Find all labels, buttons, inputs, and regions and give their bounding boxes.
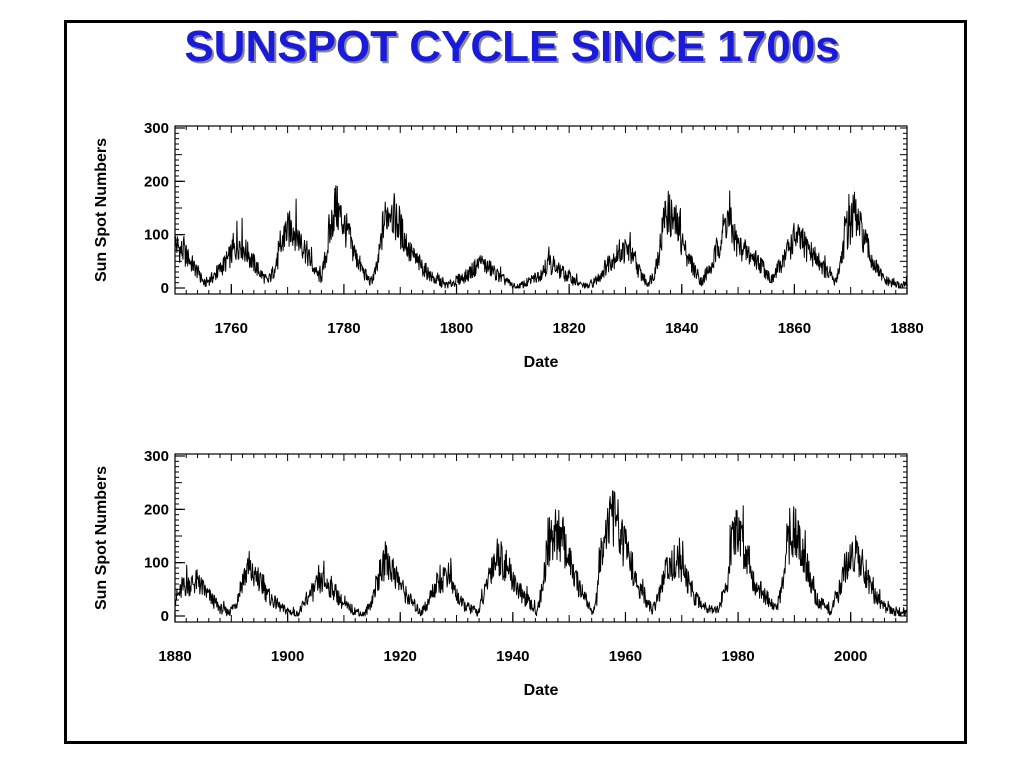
plot-frame xyxy=(174,453,908,623)
y-tick-label: 200 xyxy=(144,173,169,190)
y-tick-label: 100 xyxy=(144,227,169,244)
x-tick-label: 1920 xyxy=(384,648,417,665)
y-tick-label: 200 xyxy=(144,501,169,518)
series-line xyxy=(174,185,908,289)
x-tick-label: 1960 xyxy=(609,648,642,665)
chart-2: 1880 1900 1920 1940 1960 1980 2000 0 100 200 300 Da… xyxy=(93,448,908,699)
series-line xyxy=(174,490,908,617)
y-tick-label: 0 xyxy=(161,608,169,625)
x-tick-label: 1900 xyxy=(271,648,304,665)
y-tick-label: 300 xyxy=(144,120,169,137)
x-tick-label: 1780 xyxy=(327,320,360,337)
y-axis-title: Sun Spot Numbers xyxy=(93,138,110,282)
x-tick-label: 2000 xyxy=(834,648,867,665)
page-title: SUNSPOT CYCLE SINCE 1700s xyxy=(184,22,840,71)
slide-frame xyxy=(64,20,967,744)
x-axis-title: Date xyxy=(524,682,559,699)
x-tick-label: 1860 xyxy=(778,320,811,337)
x-tick-label: 1880 xyxy=(158,648,191,665)
plot-frame xyxy=(174,125,908,295)
x-axis-title: Date xyxy=(524,354,559,371)
x-tick-label: 1760 xyxy=(215,320,248,337)
y-axis-title: Sun Spot Numbers xyxy=(93,466,110,610)
y-tick-label: 0 xyxy=(161,280,169,297)
x-tick-label: 1820 xyxy=(552,320,585,337)
x-tick-label: 1980 xyxy=(721,648,754,665)
x-tick-label: 1840 xyxy=(665,320,698,337)
x-tick-label: 1800 xyxy=(440,320,473,337)
x-tick-label: 1940 xyxy=(496,648,529,665)
y-tick-label: 300 xyxy=(144,448,169,465)
y-tick-label: 100 xyxy=(144,555,169,572)
chart-1: 1760 1780 1800 1820 1840 1860 1880 0 100 200 300 Da… xyxy=(93,120,924,371)
x-tick-label: 1880 xyxy=(890,320,923,337)
